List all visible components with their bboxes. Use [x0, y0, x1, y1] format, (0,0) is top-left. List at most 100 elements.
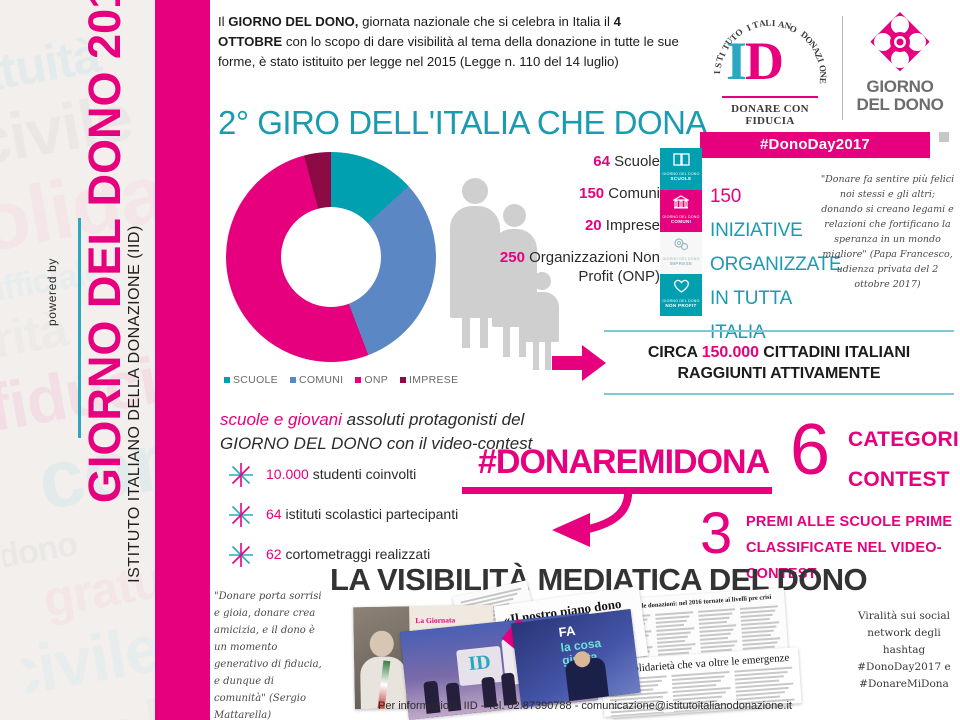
three-label-classificate: CLASSIFICATE NEL VIDEO-CONTEST: [746, 540, 942, 582]
stat-label: Comuni: [604, 185, 660, 202]
gdd-wordmark: GIORNO DEL DONO: [852, 78, 948, 114]
donaremidona-hashtag: #DONAREMIDONA: [478, 443, 770, 481]
stats-list: 64 Scuole 150 Comuni 20 Imprese 250 Organiz…: [470, 152, 660, 286]
legend-item-comuni: COMUNI: [289, 374, 344, 386]
text-line: [741, 629, 774, 634]
bullet-item: 62 cortometraggi realizzati: [228, 538, 518, 578]
circa-rule-top: [604, 330, 954, 332]
iniziative-line3: IN TUTTA ITALIA: [710, 288, 792, 343]
arc-letter: I: [815, 57, 827, 65]
sidebar: donogratuitàcivilesolidarietàufficialeca…: [0, 0, 210, 720]
donut-chart: SCUOLE COMUNI ONP IMPRESE: [218, 152, 458, 402]
stat-label: Scuole: [609, 153, 660, 170]
arc-letter: S: [712, 61, 724, 69]
text-line: [742, 633, 771, 638]
circa-text: CIRCA 150.000 CITTADINI ITALIANI RAGGIUN…: [604, 332, 954, 393]
legend-item-scuole: SCUOLE: [224, 374, 278, 386]
three-label-premi: PREMI ALLE SCUOLE PRIME: [746, 514, 953, 530]
badge-label: NON PROFIT: [665, 303, 697, 308]
book-icon: [660, 148, 702, 171]
text-line: [698, 616, 730, 621]
legend-swatch: [400, 377, 407, 384]
text-line: [460, 587, 522, 604]
scuole-line2: GIORNO DEL DONO con il video-contest: [220, 434, 533, 453]
text-line: [656, 639, 686, 644]
bullet-text: 10.000 studenti coinvolti: [266, 466, 416, 482]
sidebar-divider: [78, 218, 81, 438]
diamond-flower-icon: [868, 10, 932, 74]
iniziative-word: INIZIATIVE: [710, 220, 803, 241]
stat-label: Organizzazioni Non Profit (ONP): [524, 249, 660, 285]
bullet-number: 10.000: [266, 466, 309, 482]
bullet-label: istituti scolastici partecipanti: [281, 506, 459, 522]
page-title-giro: 2° GIRO DELL'ITALIA CHE DONA: [218, 104, 708, 141]
sidebar-powered-by: powered by: [45, 257, 59, 327]
text-line: [740, 613, 773, 618]
badge-non-profit[interactable]: GIORNO DEL DONO NON PROFIT: [660, 274, 702, 316]
donut-hole: [281, 207, 381, 307]
stat-label: Imprese: [601, 217, 660, 234]
bullet-text: 64 istituti scolastici partecipanti: [266, 506, 458, 522]
intro-bold-data: 4 OTTOBRE: [218, 14, 621, 49]
six-number: 6: [790, 410, 831, 490]
photo-head: [369, 630, 394, 657]
banner-fold-corner: [939, 132, 949, 142]
circa-pre: CIRCA: [647, 344, 702, 361]
heart-icon: [660, 274, 702, 298]
text-line: [655, 619, 688, 624]
text-line: [655, 623, 685, 628]
footer-contact: Per informazioni: IID - Tel. 02.87390788…: [378, 700, 792, 712]
bullet-number: 64: [266, 506, 282, 522]
bullet-label: cortometraggi realizzati: [281, 546, 431, 562]
badge-kicker: GIORNO DEL DONO: [662, 299, 700, 303]
tv-iid-logo: ID: [456, 645, 504, 687]
building-icon: [660, 190, 702, 214]
press-clip-fa-cosa-giusta: FA la cosa giusta: [511, 609, 641, 707]
stat-number: 20: [584, 217, 602, 234]
papa-francesco-quote: "Donare fa sentire più felici noi stessi…: [820, 174, 955, 290]
sidebar-title: GIORNO DEL DONO 2017: [79, 0, 130, 504]
stat-row: 250 Organizzazioni Non Profit (ONP): [470, 248, 660, 286]
stat-row: 20 Imprese: [470, 216, 660, 235]
bullet-list: 10.000 studenti coinvolti 64 istituti sco…: [228, 458, 518, 578]
curved-arrow-icon: [550, 487, 640, 552]
legend-label: SCUOLE: [233, 374, 278, 386]
badge-comuni[interactable]: GIORNO DEL DONO COMUNI: [660, 190, 702, 232]
intro-bold-giorno: GIORNO DEL DONO,: [228, 14, 359, 29]
arc-letter: E: [817, 77, 828, 85]
arc-letter: I: [712, 69, 723, 75]
text-line: [698, 620, 728, 625]
badge-kicker: GIORNO DEL DONO: [662, 257, 700, 261]
text-line: [699, 632, 731, 637]
iniziative-number: 150: [710, 186, 742, 207]
badge-label: SCUOLE: [670, 176, 692, 181]
legend-label: COMUNI: [298, 374, 344, 386]
people-silhouettes: [448, 168, 568, 370]
category-badges: GIORNO DEL DONO SCUOLE GIORNO DEL DONO COMU…: [660, 148, 702, 316]
iniziative-block: 150 INIZIATIVE ORGANIZZATE IN TUTTA ITAL…: [710, 180, 842, 350]
badge-label: COMUNI: [670, 219, 692, 224]
iniziative-line2: ORGANIZZATE: [710, 254, 842, 275]
badge-label: IMPRESE: [669, 261, 693, 266]
stat-row: 150 Comuni: [470, 184, 660, 203]
legend-swatch: [355, 377, 362, 384]
scuole-rest: assoluti protagonisti del: [341, 410, 525, 429]
giorno-del-dono-logo: GIORNO DEL DONO: [852, 10, 948, 114]
text-line: [741, 617, 770, 622]
intro-paragraph: Il GIORNO DEL DONO, giornata nazionale c…: [218, 12, 688, 72]
circa-cittadini-box: CIRCA 150.000 CITTADINI ITALIANI RAGGIUN…: [604, 330, 954, 395]
six-label-contest: CONTEST: [848, 468, 950, 491]
text-line: [699, 636, 729, 641]
bullet-item: 64 istituti scolastici partecipanti: [228, 498, 518, 538]
intro-part3: con lo scopo di dare visibilità al tema …: [218, 34, 679, 69]
bullet-label: studenti coinvolti: [308, 466, 417, 482]
badge-scuole[interactable]: GIORNO DEL DONO SCUOLE: [660, 148, 702, 190]
gdd-line1: GIORNO: [866, 77, 934, 96]
asterisk-star-icon: [228, 462, 254, 488]
mattarella-quote: "Donare porta sorrisi e gioia, donare cr…: [214, 591, 322, 720]
badge-imprese[interactable]: GIORNO DEL DONO IMPRESE: [660, 232, 702, 274]
stat-number: 250: [499, 249, 525, 266]
